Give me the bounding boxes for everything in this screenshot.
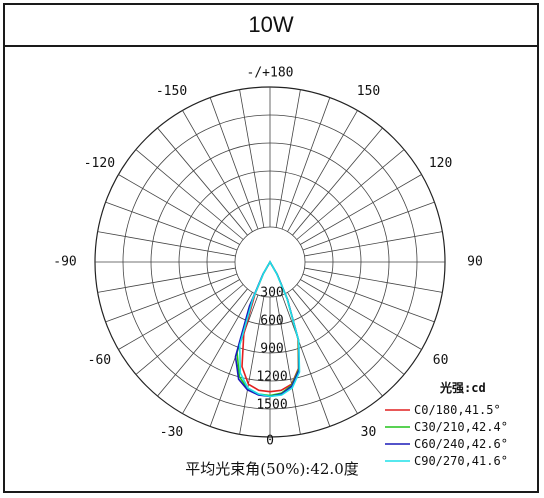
grid-spoke (296, 149, 405, 240)
grid-spoke (296, 284, 405, 375)
grid-spoke (118, 279, 240, 350)
angle-label: -30 (160, 425, 183, 440)
angle-label: -/+180 (247, 66, 294, 81)
angle-label: 150 (357, 84, 380, 99)
series-curve-3 (238, 260, 301, 398)
grid-spoke (97, 231, 236, 257)
grid-spoke (281, 294, 331, 427)
angle-label: 60 (433, 353, 449, 368)
angle-label: 90 (467, 255, 483, 270)
grid-spoke (281, 97, 331, 230)
footer-beam-angle: 平均光束角(50%):42.0度 (185, 460, 359, 478)
angle-label: -120 (84, 156, 115, 171)
legend-label-2: C60/240,42.6° (414, 437, 508, 451)
grid-spoke (239, 296, 265, 435)
radial-tick-label: 300 (260, 286, 283, 301)
grid-spoke (157, 127, 248, 236)
grid-spoke (209, 294, 259, 427)
grid-spoke (97, 267, 236, 293)
radial-tick-label: 1500 (256, 398, 287, 413)
grid-spoke (304, 231, 443, 257)
grid-spoke (105, 201, 238, 251)
grid-spoke (182, 110, 253, 232)
grid-spoke (302, 201, 435, 251)
angle-label: 30 (361, 425, 377, 440)
grid-spoke (105, 273, 238, 323)
chart-frame: 10W (3, 3, 539, 493)
grid-spoke (135, 149, 244, 240)
grid-spoke (304, 267, 443, 293)
grid-spoke (292, 288, 383, 397)
grid-spoke (182, 292, 253, 414)
angle-label: -60 (88, 353, 111, 368)
grid-spoke (300, 279, 422, 350)
grid-spoke (118, 174, 240, 245)
grid-spoke (287, 292, 358, 414)
chart-title: 10W (5, 5, 537, 47)
angle-label: 0 (266, 434, 274, 449)
grid-spoke (209, 97, 259, 230)
grid-spoke (275, 89, 301, 228)
legend-label-0: C0/180,41.5° (414, 403, 501, 417)
grid-spoke (302, 273, 435, 323)
grid-spoke (135, 284, 244, 375)
angle-label: -150 (156, 84, 187, 99)
unit-label: 光强:cd (439, 380, 486, 395)
grid-spoke (275, 296, 301, 435)
radial-tick-label: 1200 (256, 370, 287, 385)
grid-spoke (300, 174, 422, 245)
angle-label: 120 (429, 156, 452, 171)
legend-label-3: C90/270,41.6° (414, 454, 508, 468)
radial-tick-label: 900 (260, 342, 283, 357)
radial-tick-label: 600 (260, 314, 283, 329)
grid-spoke (292, 127, 383, 236)
grid-spoke (287, 110, 358, 232)
grid-spoke (239, 89, 265, 228)
legend-label-1: C30/210,42.4° (414, 420, 508, 434)
angle-label: -90 (53, 255, 76, 270)
grid-spoke (157, 288, 248, 397)
